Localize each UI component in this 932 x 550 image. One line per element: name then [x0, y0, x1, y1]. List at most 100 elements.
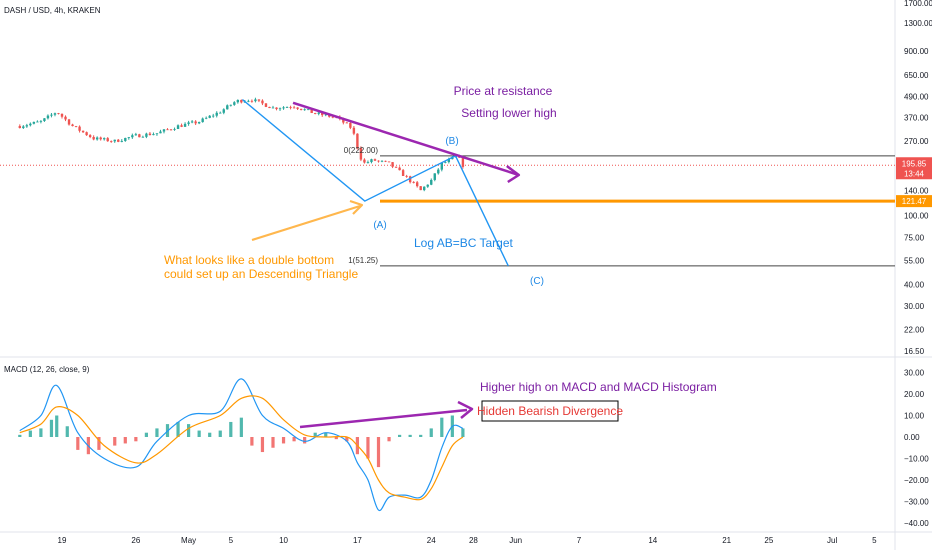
candle-body	[194, 121, 197, 124]
candle-body	[53, 113, 57, 115]
histogram-bar	[176, 421, 180, 437]
candle-body	[321, 112, 324, 116]
annotation-double-bottom-line2: could set up an Descending Triangle	[164, 267, 358, 281]
time-tick: 14	[648, 536, 657, 545]
histogram-bar	[408, 434, 412, 437]
candle-body	[166, 129, 169, 131]
histogram-bar	[387, 437, 391, 442]
candle-body	[366, 162, 370, 163]
histogram-bar	[440, 417, 444, 437]
time-tick: May	[181, 536, 196, 545]
candle-body	[317, 112, 320, 114]
candle-body	[117, 139, 120, 142]
histogram-bar	[18, 434, 22, 437]
candle-body	[25, 125, 29, 127]
candle-body	[268, 106, 271, 109]
histogram-bar	[429, 428, 433, 437]
time-tick: 25	[764, 536, 773, 545]
candle-body	[229, 104, 232, 106]
candle-body	[461, 157, 465, 167]
time-tick: 21	[722, 536, 731, 545]
candle-body	[444, 162, 447, 163]
time-tick: 5	[229, 536, 234, 545]
candle-body	[271, 107, 275, 109]
candle-body	[145, 133, 148, 137]
candle-body	[233, 102, 236, 105]
candle-body	[391, 162, 394, 167]
resistance-trendline[interactable]	[292, 101, 520, 177]
candle-body	[152, 134, 155, 136]
candle-body	[398, 167, 401, 171]
time-tick: 24	[427, 536, 436, 545]
support-level-badge	[896, 195, 932, 208]
candle-body	[60, 113, 64, 117]
histogram-bar	[250, 437, 254, 446]
candle-body	[437, 169, 440, 174]
time-tick: 7	[577, 536, 582, 545]
time-tick: 10	[279, 536, 288, 545]
candle-body	[433, 173, 436, 180]
macd-divergence-arrowhead	[457, 400, 474, 419]
abc-pattern-lines[interactable]	[241, 98, 509, 267]
candle-body	[22, 126, 25, 128]
annotation-divergence: Hidden Bearish Divergence	[477, 404, 623, 418]
histogram-bar	[39, 428, 43, 437]
candle-body	[43, 118, 46, 121]
histogram-bar	[55, 415, 59, 437]
candle-body	[134, 134, 138, 136]
price-tick: 270.00	[904, 137, 929, 146]
price-tick: 900.00	[904, 47, 929, 56]
candle-body	[169, 129, 173, 131]
candle-body	[419, 186, 422, 191]
time-tick: Jun	[509, 536, 522, 545]
histogram-bar	[187, 424, 191, 437]
candle-body	[394, 166, 398, 168]
time-axis[interactable]: 19 26 May 5 10 17 24 28 Jun 7 14 21 25 Jul 5	[58, 536, 878, 545]
time-tick: 17	[353, 536, 362, 545]
candle-body	[159, 131, 162, 134]
candle-body	[173, 128, 176, 130]
annotation-target: Log AB=BC Target	[414, 236, 514, 250]
candle-body	[289, 107, 292, 108]
macd-axis[interactable]: 30.00 20.00 10.00 0.00 −10.00 −20.00 −30.00 −40…	[904, 369, 929, 529]
double-bottom-pointer[interactable]	[251, 204, 361, 242]
candle-body	[113, 139, 116, 142]
point-c-label: (C)	[530, 276, 544, 287]
candle-body	[176, 125, 180, 129]
current-price-value: 195.85	[902, 159, 927, 168]
candle-body	[261, 100, 264, 104]
candle-body	[85, 132, 88, 136]
candle-body	[197, 122, 201, 124]
candle-body	[292, 107, 296, 109]
chart-title: DASH / USD, 4h, KRAKEN	[4, 6, 101, 15]
price-tick: 75.00	[904, 233, 925, 242]
candle-body	[306, 109, 310, 111]
candle-body	[278, 108, 282, 110]
histogram-bar	[398, 434, 402, 437]
price-axis[interactable]: 1700.00 1300.00 900.00 650.00 490.00 370.00 27…	[904, 0, 932, 356]
candle-body	[92, 136, 95, 140]
candle-body	[236, 100, 240, 103]
macd-tick: −10.00	[904, 455, 929, 464]
candle-body	[155, 133, 159, 135]
candle-body	[377, 160, 380, 162]
price-tick: 490.00	[904, 92, 929, 101]
divergence-callout-box[interactable]	[481, 400, 619, 422]
candle-body	[201, 118, 204, 123]
resistance-arrowhead	[506, 165, 521, 184]
candle-body	[314, 113, 317, 114]
candle-body	[212, 115, 215, 117]
candle-body	[296, 107, 299, 109]
candle-body	[349, 122, 352, 128]
candle-body	[103, 138, 106, 140]
candle-body	[324, 114, 327, 116]
macd-divergence-line[interactable]	[299, 408, 468, 429]
candle-body	[299, 108, 303, 110]
candle-body	[380, 160, 384, 162]
histogram-bar	[218, 430, 222, 437]
candle-body	[282, 107, 285, 109]
candle-body	[148, 133, 152, 136]
candle-body	[264, 103, 268, 107]
